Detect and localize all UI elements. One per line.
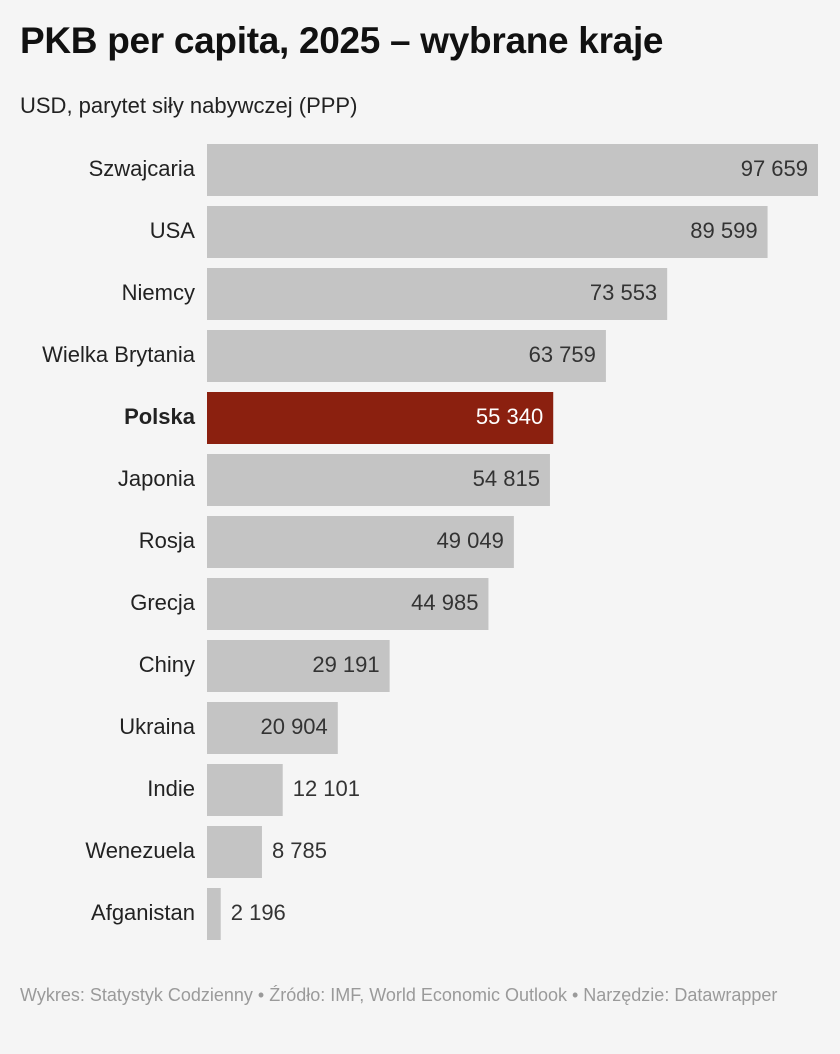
bar [207, 578, 489, 630]
value-label: 89 599 [690, 218, 757, 243]
value-label: 20 904 [260, 714, 327, 739]
category-label: Grecja [130, 590, 196, 615]
value-label: 2 196 [231, 900, 286, 925]
category-label: Afganistan [91, 900, 195, 925]
category-label: Chiny [139, 652, 195, 677]
value-label: 49 049 [437, 528, 504, 553]
bar [207, 206, 768, 258]
chart-subtitle: USD, parytet siły nabywczej (PPP) [20, 93, 358, 118]
value-label: 55 340 [476, 404, 543, 429]
category-label: Szwajcaria [89, 156, 196, 181]
value-label: 44 985 [411, 590, 478, 615]
bar [207, 268, 668, 320]
value-label: 8 785 [272, 838, 327, 863]
category-label: Niemcy [122, 280, 195, 305]
category-label: Japonia [118, 466, 196, 491]
category-label: Wenezuela [85, 838, 195, 863]
bar [207, 330, 606, 382]
bar [207, 144, 818, 196]
value-label: 12 101 [293, 776, 360, 801]
category-label: Rosja [139, 528, 196, 553]
value-label: 54 815 [473, 466, 540, 491]
bar [207, 702, 338, 754]
chart-footer: Wykres: Statystyk Codzienny • Źródło: IM… [20, 985, 778, 1005]
bar [207, 516, 514, 568]
bar [207, 764, 283, 816]
chart: Szwajcaria 97 659 USA 89 599 Niemcy 73 553 Wie… [42, 144, 818, 940]
bar [207, 392, 554, 444]
category-label: USA [150, 218, 196, 243]
chart-title: PKB per capita, 2025 – wybrane kraje [20, 20, 664, 61]
bar [207, 826, 262, 878]
category-label: Indie [147, 776, 195, 801]
value-label: 29 191 [312, 652, 379, 677]
value-label: 97 659 [741, 156, 808, 181]
category-label: Wielka Brytania [42, 342, 196, 367]
category-label: Ukraina [119, 714, 196, 739]
category-label: Polska [124, 404, 196, 429]
value-label: 63 759 [529, 342, 596, 367]
bar [207, 888, 221, 940]
bar [207, 640, 390, 692]
value-label: 73 553 [590, 280, 657, 305]
bar [207, 454, 550, 506]
